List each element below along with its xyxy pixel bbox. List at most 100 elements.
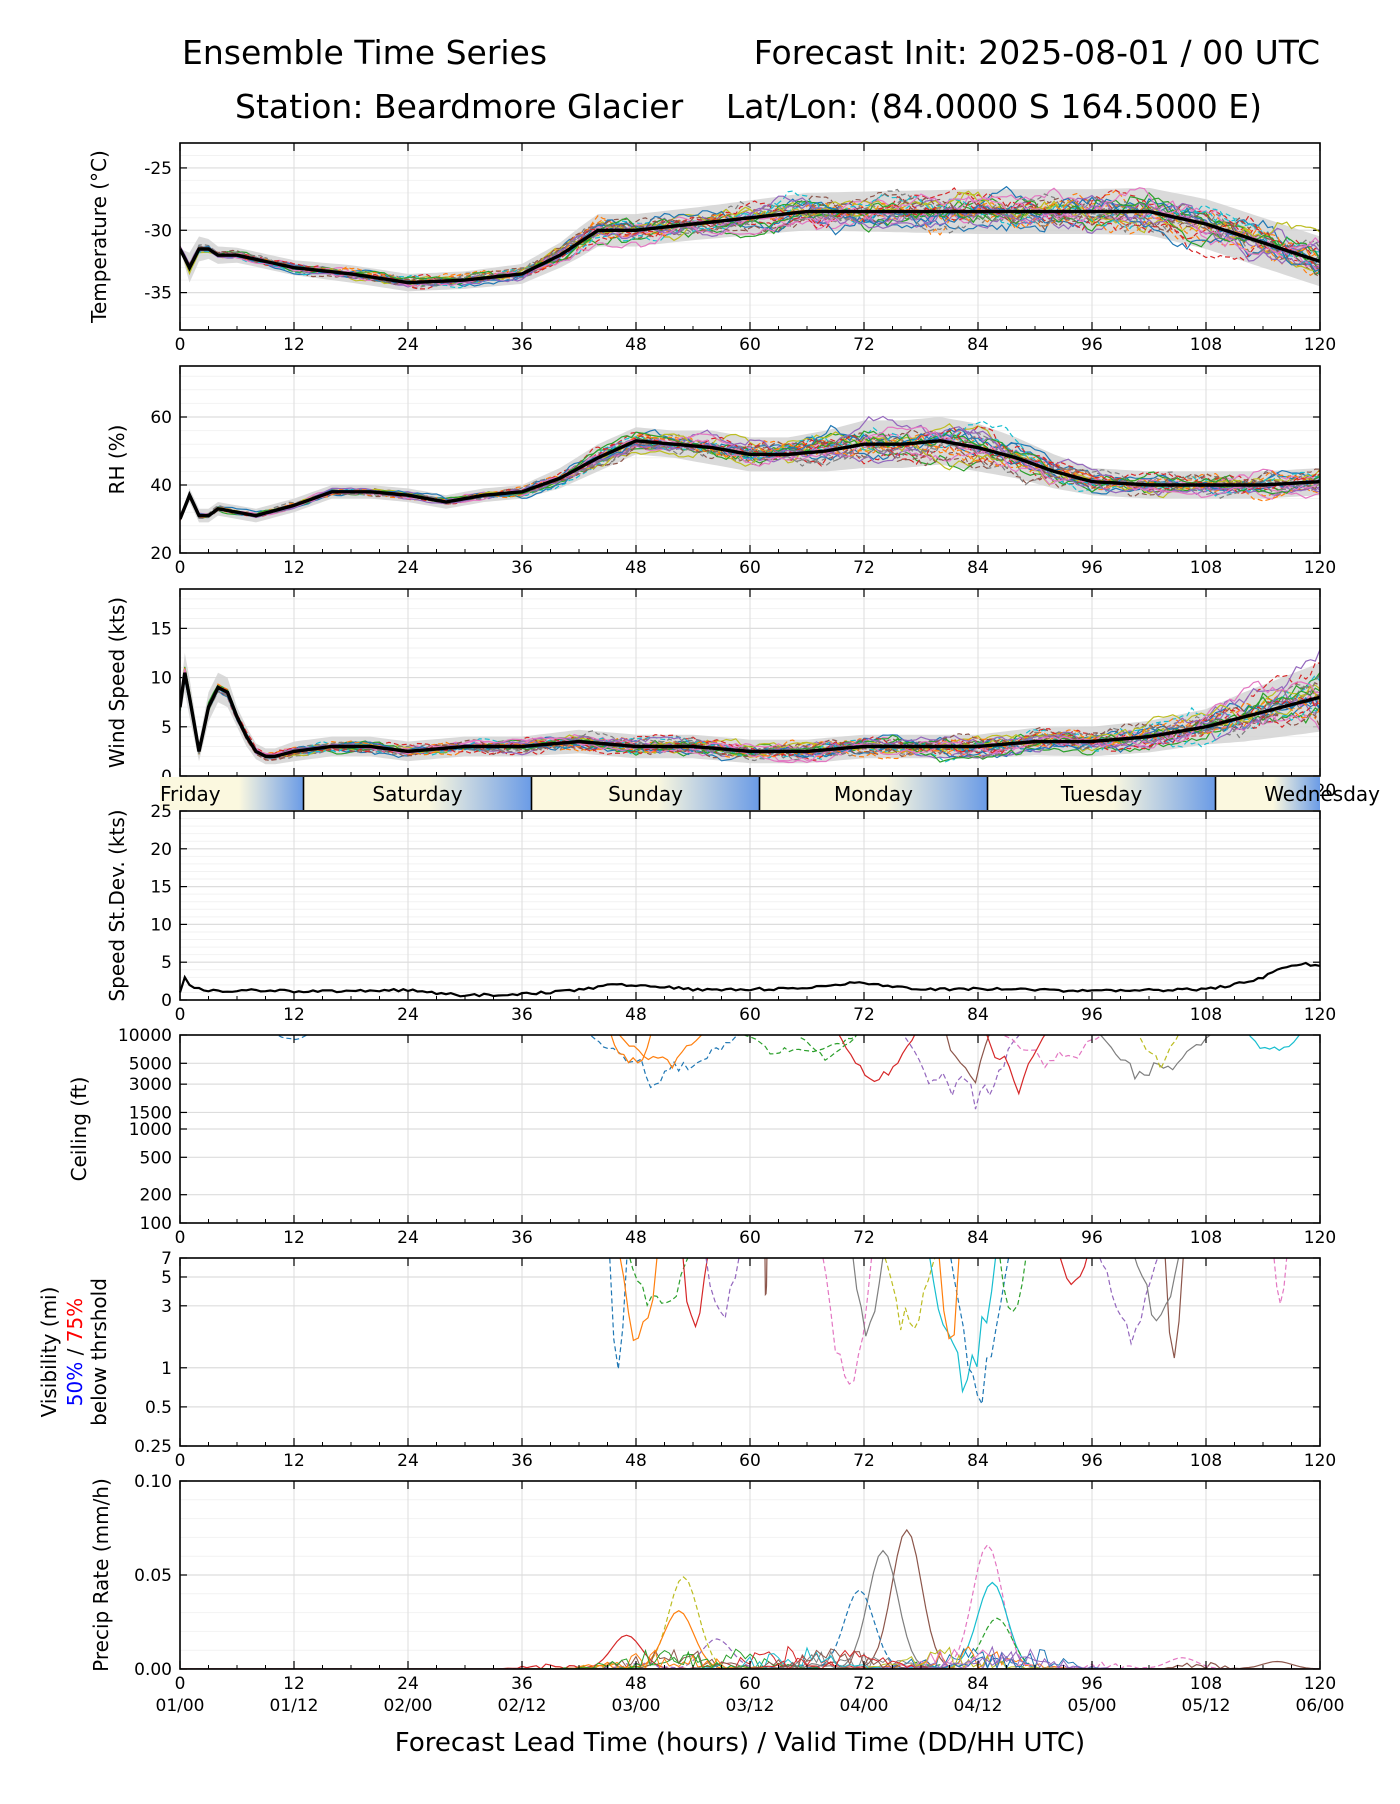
y-axis-label: Ceiling (ft)	[67, 1077, 91, 1182]
ensemble-member-line	[1001, 1035, 1103, 1069]
visibility-label-line3: below thrshold	[87, 1278, 111, 1426]
panel-plot-area	[180, 185, 1320, 292]
day-label-sunday: Sunday	[608, 782, 683, 806]
panel-frame	[179, 1480, 1321, 1670]
y-tick-label: 500	[140, 1148, 172, 1168]
y-tick-label: 60	[150, 408, 172, 428]
panel-1: -35 -30 -25 0 12 24 36 48 60 72 84 96 108 120 Temperat…	[87, 142, 1336, 355]
ensemble-member-line	[1134, 1258, 1180, 1322]
day-bar-segment	[759, 777, 988, 810]
x-tick-label: 84	[967, 1005, 989, 1025]
y-tick-label: 3000	[129, 1075, 172, 1095]
valid-time-label: 01/12	[270, 1696, 319, 1716]
day-bar-segment	[303, 777, 532, 810]
x-tick-label: 96	[1081, 1228, 1103, 1248]
y-tick-label: 10	[150, 915, 172, 935]
ensemble-member-line	[950, 1258, 1010, 1406]
panel-plot-area	[276, 1035, 1301, 1110]
x-tick-label: 108	[1190, 1228, 1222, 1248]
ensemble-member-line	[180, 189, 1320, 285]
ensemble-member-line	[705, 1258, 740, 1320]
x-tick-label: 72	[853, 1451, 875, 1471]
day-bar-segment	[1215, 777, 1320, 810]
day-label-monday: Monday	[834, 782, 913, 806]
day-bar-segment	[987, 777, 1216, 810]
y-axis-label-threshold: below thrshold	[87, 1278, 111, 1426]
x-tick-label: 12	[283, 335, 305, 355]
y-tick-label: 5	[161, 953, 172, 973]
x-tick-label: 96	[1081, 558, 1103, 578]
x-tick-label: 12	[283, 1674, 305, 1694]
x-tick-label: 60	[739, 335, 761, 355]
x-tick-label: 24	[397, 1005, 419, 1025]
x-axis-label: Forecast Lead Time (hours) / Valid Time …	[395, 1728, 1085, 1758]
forecast-init-label: Forecast Init: 2025-08-01 / 00 UTC	[754, 33, 1320, 72]
y-tick-label: 25	[150, 802, 172, 822]
y-tick-label: 0	[161, 991, 172, 1011]
valid-time-label: 03/00	[612, 1696, 661, 1716]
ensemble-spread-band	[180, 653, 1320, 765]
ensemble-member-line	[1099, 1258, 1159, 1346]
chart-title: Ensemble Time Series	[182, 33, 547, 72]
valid-time-label: 05/00	[1068, 1696, 1117, 1716]
x-tick-label: 84	[967, 1451, 989, 1471]
ensemble-member-line	[1273, 1258, 1288, 1304]
x-tick-label: 96	[1081, 1674, 1103, 1694]
ensemble-member-line	[986, 1035, 1046, 1096]
x-tick-label: 0	[175, 558, 186, 578]
panel-frame	[179, 1034, 1321, 1224]
valid-time-label: 01/00	[156, 1696, 205, 1716]
panel-frame	[179, 1257, 1321, 1447]
ensemble-member-line	[1248, 1035, 1301, 1052]
valid-time-label: 02/12	[498, 1696, 547, 1716]
y-tick-label: -35	[144, 284, 172, 304]
panel-3: 05101501224364860728496108120Wind Speed …	[105, 588, 1336, 801]
ensemble-member-line	[884, 1258, 936, 1331]
ensemble-member-line	[999, 1258, 1027, 1313]
ensemble-mean-line	[180, 672, 1320, 758]
panel-4: 0 5 10 15 20 25 0 12 24 36 48 60 72 84 96 108 120 Speed S…	[105, 802, 1336, 1025]
ensemble-member-line	[609, 1258, 628, 1370]
y-axis-label: Speed St.Dev. (kts)	[105, 809, 129, 1001]
x-tick-label: 36	[511, 1451, 533, 1471]
ensemble-member-line	[1059, 1258, 1088, 1286]
ensemble-member-line	[945, 1035, 990, 1084]
ensemble-member-line	[938, 1258, 960, 1340]
x-tick-label: 0	[175, 335, 186, 355]
x-tick-label: 60	[739, 1451, 761, 1471]
y-axis-label: Visibility (mi)	[37, 1287, 61, 1418]
x-tick-label: 72	[853, 1674, 875, 1694]
panel-6: 0.25 0.5 1 3 57 0 12 24 36 48 60 72 84 96 108 120 Visibi…	[37, 1249, 1336, 1471]
panel-frame	[179, 810, 1321, 1001]
x-tick-label: 24	[397, 558, 419, 578]
valid-time-label: 05/12	[1182, 1696, 1231, 1716]
x-tick-label: 96	[1081, 335, 1103, 355]
y-axis-label: Temperature (°C)	[87, 150, 111, 324]
x-tick-label: 60	[739, 558, 761, 578]
x-tick-label: 120	[1304, 335, 1336, 355]
station-label: Station: Beardmore Glacier	[235, 87, 684, 126]
panel-frame	[179, 142, 1321, 331]
x-tick-label: 96	[1081, 1451, 1103, 1471]
x-tick-label: 0	[175, 1451, 186, 1471]
x-tick-label: 0	[175, 1228, 186, 1248]
x-tick-label: 0	[175, 1005, 186, 1025]
x-tick-label: 120	[1304, 1451, 1336, 1471]
x-tick-label: 36	[511, 1005, 533, 1025]
panel-plot-area	[609, 1258, 1288, 1406]
ensemble-mean-line	[180, 209, 1320, 285]
ensemble-member-line	[180, 187, 1320, 287]
x-tick-label: 84	[967, 1674, 989, 1694]
y-tick-label: 0.05	[134, 1566, 172, 1586]
valid-time-label: 04/12	[954, 1696, 1003, 1716]
y-tick-label: 0.00	[134, 1660, 172, 1680]
y-tick-label: 5000	[129, 1054, 172, 1074]
x-tick-label: 84	[967, 558, 989, 578]
x-tick-label: 12	[283, 558, 305, 578]
ensemble-member-line	[180, 675, 1320, 757]
ensemble-member-line	[764, 1258, 768, 1297]
x-tick-label: 84	[967, 335, 989, 355]
x-tick-label: 48	[625, 335, 647, 355]
ensemble-member-line	[1137, 1035, 1179, 1071]
